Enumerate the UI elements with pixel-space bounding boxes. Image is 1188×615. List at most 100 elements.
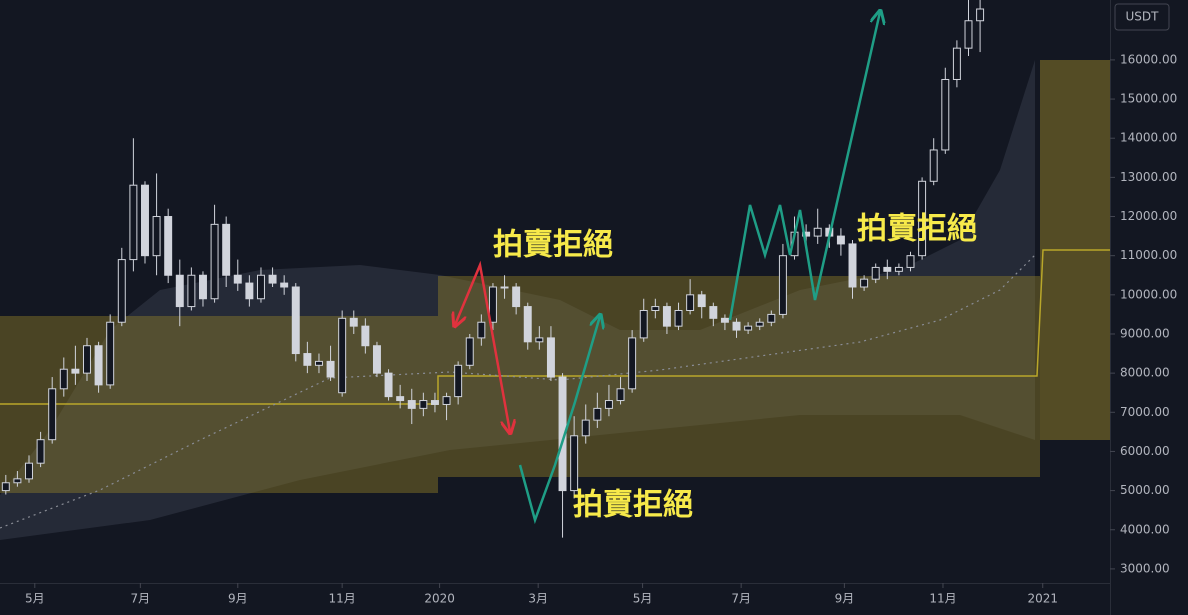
y-tick-label: 3000.00	[1120, 561, 1170, 575]
candle-body	[767, 313, 776, 323]
candle-body	[720, 317, 729, 323]
x-tick-label: 3月	[528, 592, 548, 606]
y-tick-label: 12000.00	[1120, 209, 1177, 223]
candle-body	[755, 321, 764, 327]
currency-box[interactable]	[1114, 3, 1170, 31]
candle-body	[604, 400, 613, 409]
y-tick-label: 15000.00	[1120, 92, 1177, 106]
y-tick-label: 10000.00	[1120, 287, 1177, 301]
candle-body	[442, 396, 451, 405]
candle-body	[280, 282, 289, 288]
arrows	[455, 12, 880, 525]
candle-body	[512, 286, 521, 308]
candle-body	[407, 400, 416, 409]
candle-body	[523, 306, 532, 343]
candle-body	[187, 274, 196, 308]
candle-body	[198, 274, 207, 300]
candle-body	[535, 337, 544, 343]
candle-body	[303, 353, 312, 366]
candle-body	[697, 294, 706, 308]
candle-body	[848, 243, 857, 288]
candle-body	[338, 317, 347, 394]
candle-body	[941, 78, 950, 151]
x-tick-label: 7月	[131, 592, 151, 606]
candle-body	[210, 223, 219, 300]
candle-body	[349, 317, 358, 327]
x-tick-label: 2021	[1027, 592, 1058, 606]
candle-body	[71, 368, 80, 374]
candle-body	[546, 337, 555, 378]
candle-body	[94, 345, 103, 386]
arrow	[728, 12, 880, 321]
x-tick-label: 5月	[25, 592, 45, 606]
candle-body	[83, 345, 91, 374]
x-tick-label: 11月	[929, 592, 956, 606]
candle-body	[570, 435, 579, 492]
candle-body	[964, 20, 973, 49]
candle-body	[233, 274, 242, 284]
y-tick-label: 16000.00	[1120, 52, 1177, 66]
candle-body	[628, 337, 637, 390]
x-tick-label: 9月	[835, 592, 855, 606]
x-tick-label: 2020	[424, 592, 455, 606]
candle-body	[813, 227, 822, 237]
candle-body	[326, 360, 335, 378]
candle-body	[709, 306, 718, 319]
moving-average	[0, 254, 1036, 529]
candle-body	[117, 259, 126, 323]
candle-body	[222, 223, 231, 276]
candle-body	[651, 306, 660, 311]
arrow	[518, 316, 600, 525]
candle-body	[778, 255, 787, 315]
annotation: 拍賣拒絕	[493, 228, 613, 263]
candle-body	[686, 294, 695, 311]
candle-body	[918, 180, 927, 257]
candle-body	[883, 266, 892, 272]
currency: USDT	[1126, 10, 1160, 24]
candle-body	[314, 360, 323, 366]
candle-body	[744, 325, 753, 331]
annotation: 拍賣拒絕	[857, 212, 977, 247]
candle-body	[48, 388, 57, 441]
candle-body	[802, 231, 811, 237]
y-tick-label: 8000.00	[1120, 366, 1170, 380]
candle-body	[894, 266, 903, 272]
candle-body	[860, 278, 869, 288]
candle-body	[25, 462, 33, 480]
candle-body	[906, 255, 915, 268]
price-axis	[1110, 0, 1188, 615]
y-tick-label: 13000.00	[1120, 170, 1177, 184]
candle-body	[465, 337, 474, 366]
candle-body	[361, 325, 370, 347]
y-tick-label: 9000.00	[1120, 326, 1170, 340]
candle-body	[616, 388, 625, 402]
candle-body	[152, 216, 161, 257]
candle-body	[13, 478, 22, 484]
candle-body	[929, 149, 938, 182]
candle-body	[871, 266, 880, 280]
candle-body	[836, 235, 845, 245]
candle-body	[129, 184, 138, 261]
candle-body	[581, 419, 590, 437]
candle-body	[419, 400, 428, 409]
candle-body	[477, 321, 486, 339]
candle-body	[372, 345, 381, 374]
candle-body	[291, 286, 300, 355]
candle-body	[454, 364, 463, 398]
candle-body	[141, 184, 149, 257]
candle-body	[500, 286, 509, 289]
candle-body	[396, 396, 405, 402]
candle-body	[674, 309, 683, 327]
candle-body	[245, 282, 254, 300]
candle-body	[952, 47, 961, 80]
candle-body	[384, 372, 393, 398]
candle-body	[256, 274, 265, 300]
candle-body	[36, 439, 45, 464]
x-tick-label: 7月	[731, 592, 751, 606]
x-tick-label: 11月	[329, 592, 356, 606]
candle-body	[976, 8, 985, 22]
annotation: 拍賣拒絕	[573, 488, 693, 523]
x-tick-label: 5月	[633, 592, 653, 606]
